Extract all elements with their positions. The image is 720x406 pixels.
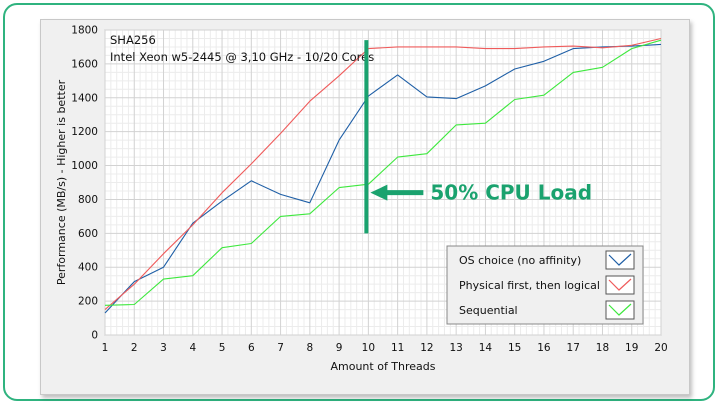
y-tick-label: 1800: [71, 25, 98, 37]
legend-items: OS choice (no affinity) Physical first, t…: [459, 250, 635, 320]
x-tick-label: 9: [336, 342, 343, 354]
x-tick-label: 17: [567, 342, 580, 354]
y-axis-ticks: 0 200 400 600 800 1000 1200 1400 1600 1800: [71, 25, 98, 342]
series-line: [104, 37, 662, 311]
legend-swatch-line: [608, 253, 632, 266]
legend-label: OS choice (no affinity): [459, 254, 581, 267]
legend-swatch-line: [608, 278, 632, 291]
x-tick-label: 3: [160, 342, 167, 354]
y-tick-label: 600: [78, 228, 98, 240]
x-axis-label: Amount of Threads: [330, 360, 435, 373]
x-tick-label: 10: [362, 342, 375, 354]
x-tick-label: 14: [479, 342, 493, 354]
x-tick-label: 7: [277, 342, 284, 354]
chart-subtitle: Intel Xeon w5-2445 @ 3,10 GHz - 10/20 Co…: [110, 50, 374, 64]
x-tick-label: 2: [131, 342, 138, 354]
x-tick-label: 18: [596, 342, 609, 354]
y-tick-label: 0: [91, 330, 98, 342]
x-tick-label: 20: [654, 342, 667, 354]
legend-swatch: [605, 300, 635, 320]
legend-swatch-line: [608, 303, 632, 316]
legend-swatch: [605, 275, 635, 295]
x-axis-ticks: 1 2 3 4 5 6 7 8 9 10 11 12 13 14 15 16 17 18 19 20: [102, 342, 668, 354]
x-tick-label: 8: [306, 342, 313, 354]
annotation: 50% CPU Load: [364, 40, 592, 234]
chart-title: SHA256: [110, 33, 156, 47]
x-tick-label: 15: [508, 342, 521, 354]
x-tick-label: 12: [420, 342, 433, 354]
legend-label: Sequential: [459, 304, 518, 317]
y-tick-label: 400: [78, 262, 98, 274]
x-tick-label: 13: [449, 342, 462, 354]
legend: OS choice (no affinity) Physical first, t…: [446, 245, 644, 325]
y-tick-label: 1200: [71, 126, 98, 138]
x-tick-label: 19: [625, 342, 638, 354]
y-tick-label: 200: [78, 296, 98, 308]
x-tick-label: 16: [537, 342, 551, 354]
series-line: [104, 39, 662, 306]
x-tick-label: 1: [102, 342, 109, 354]
x-tick-label: 11: [391, 342, 404, 354]
annotation-arrow-head: [370, 184, 388, 201]
x-tick-label: 4: [189, 342, 196, 354]
legend-swatch: [605, 250, 635, 270]
y-axis-label: Performance (MB/s) - Higher is better: [55, 79, 68, 285]
y-tick-label: 1600: [71, 58, 98, 70]
series-lines: [104, 37, 662, 314]
y-tick-label: 1000: [71, 160, 98, 172]
y-tick-label: 1400: [71, 92, 98, 104]
x-tick-label: 5: [219, 342, 226, 354]
x-tick-label: 6: [248, 342, 255, 354]
annotation-label: 50% CPU Load: [430, 181, 592, 205]
y-tick-label: 800: [78, 194, 98, 206]
legend-label: Physical first, then logical: [459, 279, 600, 292]
